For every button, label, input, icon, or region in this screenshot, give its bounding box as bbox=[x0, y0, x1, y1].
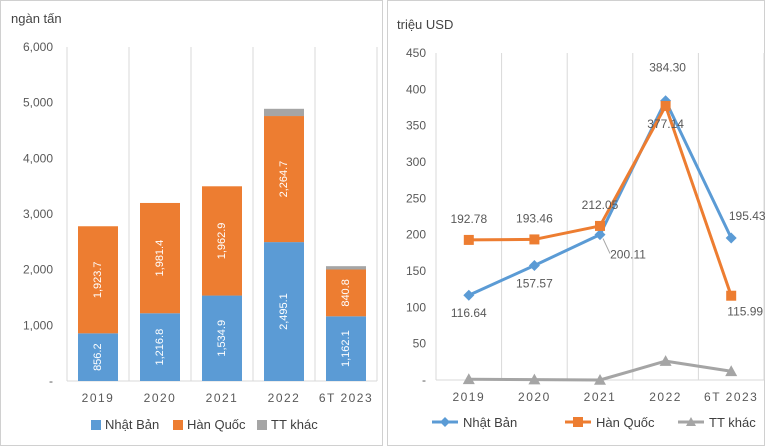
y-tick-label: 100 bbox=[406, 300, 426, 314]
y-tick-label: 5,000 bbox=[23, 96, 53, 110]
line-data-label: 192.78 bbox=[450, 212, 487, 226]
y-tick-label: 350 bbox=[406, 119, 426, 133]
legend-swatch-nh-t-b-n bbox=[91, 420, 101, 430]
data-point-tt-kh-c bbox=[659, 355, 672, 366]
x-tick-label: 2020 bbox=[144, 391, 177, 405]
data-point-h-n-qu-c bbox=[660, 100, 671, 111]
bar-data-label: 2,495.1 bbox=[278, 293, 290, 330]
x-tick-label: 2021 bbox=[584, 390, 617, 404]
legend-label: Nhật Bản bbox=[105, 417, 159, 432]
bar-data-label: 1,534.9 bbox=[216, 320, 228, 357]
line-data-label: 195.43 bbox=[729, 209, 765, 223]
x-tick-label: 6T 2023 bbox=[319, 391, 373, 405]
bar-data-label: 1,962.9 bbox=[216, 223, 228, 260]
y-tick-label: 450 bbox=[406, 46, 426, 60]
line-data-label: 200.11 bbox=[610, 248, 646, 262]
y-tick-label: - bbox=[49, 374, 53, 388]
y-tick-label: 200 bbox=[406, 228, 426, 242]
data-point-h-n-qu-c bbox=[463, 234, 474, 245]
x-tick-label: 2019 bbox=[82, 391, 115, 405]
legend-swatch-h-n-qu-c bbox=[173, 420, 183, 430]
bar-segment-h-n-qu-c bbox=[78, 226, 118, 334]
y-tick-label: 150 bbox=[406, 264, 426, 278]
x-tick-label: 2022 bbox=[268, 391, 301, 405]
x-tick-label: 2020 bbox=[518, 390, 551, 404]
legend-marker-h-n-qu-c bbox=[573, 417, 583, 427]
legend-label: TT khác bbox=[271, 417, 318, 432]
data-point-nh-t-b-n bbox=[463, 289, 475, 301]
bar-data-label: 856.2 bbox=[92, 343, 104, 371]
bar-segment-tt-kh-c bbox=[326, 266, 366, 270]
legend-label: TT khác bbox=[709, 415, 756, 430]
x-tick-label: 2022 bbox=[649, 390, 682, 404]
y-tick-label: 3,000 bbox=[23, 207, 53, 221]
x-tick-label: 6T 2023 bbox=[704, 390, 758, 404]
y-tick-label: 250 bbox=[406, 191, 426, 205]
line-data-label: 116.64 bbox=[451, 306, 487, 320]
data-point-tt-kh-c bbox=[594, 374, 606, 385]
bar-segment-tt-kh-c bbox=[264, 108, 304, 117]
line-chart: triệu USD - 50 100 150 200 250 300 350 400 450 2019… bbox=[397, 17, 765, 430]
bar-chart-panel: ngàn tấn - 1,000 2,000 3,000 4,000 5,000 6,000 8… bbox=[0, 0, 383, 446]
line-chart-panel: triệu USD - 50 100 150 200 250 300 350 400 450 2019… bbox=[387, 0, 765, 446]
data-point-nh-t-b-n bbox=[528, 259, 540, 271]
bar-data-label: 1,981.4 bbox=[154, 240, 166, 277]
bar-data-label: 840.8 bbox=[340, 279, 352, 307]
x-tick-label: 2021 bbox=[206, 391, 239, 405]
data-point-tt-kh-c bbox=[528, 373, 541, 385]
line-data-label: 384.30 bbox=[649, 61, 686, 75]
y-tick-label: 1,000 bbox=[23, 318, 53, 332]
x-tick-label: 2019 bbox=[452, 390, 485, 404]
stacked-bar-chart: ngàn tấn - 1,000 2,000 3,000 4,000 5,000 6,000 8… bbox=[11, 11, 378, 432]
bar-data-label: 1,923.7 bbox=[92, 261, 104, 298]
y-tick-label: 300 bbox=[406, 155, 426, 169]
bar-segment-nh-t-b-n bbox=[78, 333, 118, 381]
data-point-h-n-qu-c bbox=[529, 234, 540, 245]
bar-data-label: 2,264.7 bbox=[278, 161, 290, 198]
bar-segment-nh-t-b-n bbox=[140, 313, 180, 381]
bar-segment-nh-t-b-n bbox=[326, 316, 366, 381]
y-tick-label: - bbox=[422, 373, 426, 387]
data-point-tt-kh-c bbox=[462, 373, 475, 385]
bar-segment-nh-t-b-n bbox=[202, 295, 242, 381]
legend-label: Hàn Quốc bbox=[596, 415, 655, 430]
line-data-label: 157.57 bbox=[516, 276, 553, 290]
y-tick-label: 6,000 bbox=[23, 40, 53, 54]
bar-data-label: 1,162.1 bbox=[340, 330, 352, 367]
data-point-h-n-qu-c bbox=[726, 290, 737, 301]
data-point-nh-t-b-n bbox=[594, 229, 606, 241]
legend-label: Nhật Bản bbox=[463, 415, 517, 430]
line-data-label: 377.14 bbox=[647, 117, 684, 131]
bar-segment-h-n-qu-c bbox=[264, 116, 304, 243]
y-tick-label: 50 bbox=[413, 337, 427, 351]
y-unit-label: ngàn tấn bbox=[11, 11, 62, 26]
bar-segment-h-n-qu-c bbox=[140, 202, 180, 314]
data-label-leader-line bbox=[602, 238, 611, 254]
y-tick-label: 2,000 bbox=[23, 263, 53, 277]
legend-marker-tt-kh-c bbox=[686, 417, 696, 426]
y-tick-label: 400 bbox=[406, 82, 426, 96]
y-tick-label: 4,000 bbox=[23, 151, 53, 165]
bar-segment-nh-t-b-n bbox=[264, 242, 304, 381]
legend-marker-nh-t-b-n bbox=[440, 417, 450, 427]
legend-label: Hàn Quốc bbox=[187, 417, 246, 432]
data-point-h-n-qu-c bbox=[595, 220, 605, 231]
bar-data-label: 1,216.8 bbox=[154, 329, 166, 366]
line-data-label: 115.99 bbox=[727, 305, 763, 319]
legend-swatch-tt-kh-c bbox=[257, 420, 267, 430]
data-point-tt-kh-c bbox=[725, 365, 738, 377]
bar-segment-h-n-qu-c bbox=[202, 186, 242, 296]
y-unit-label: triệu USD bbox=[397, 17, 453, 32]
line-data-label: 212.05 bbox=[582, 198, 619, 212]
data-point-nh-t-b-n bbox=[725, 232, 737, 244]
bar-segment-h-n-qu-c bbox=[326, 269, 366, 317]
line-data-label: 193.46 bbox=[516, 211, 553, 225]
